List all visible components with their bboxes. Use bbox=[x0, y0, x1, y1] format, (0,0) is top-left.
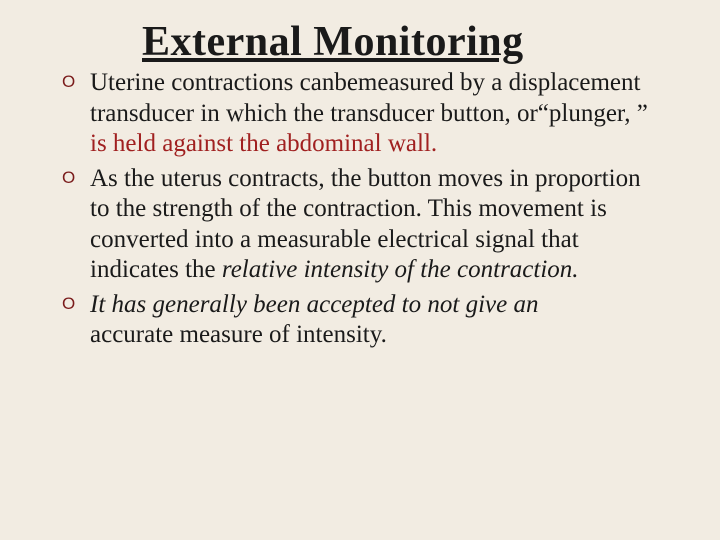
bullet-list: Uterine contractions canbemeasured by a … bbox=[62, 68, 662, 351]
bullet-text: Uterine contractions canbemeasured by a … bbox=[90, 69, 648, 127]
list-item: As the uterus contracts, the button move… bbox=[62, 164, 662, 286]
bullet-text-italic: It has generally been accepted to not gi… bbox=[90, 291, 538, 318]
bullet-text: accurate measure of intensity. bbox=[90, 321, 387, 348]
slide: External Monitoring Uterine contractions… bbox=[0, 0, 720, 540]
bullet-text-red: is held against the abdominal wall. bbox=[90, 130, 437, 157]
list-item: It has generally been accepted to not gi… bbox=[62, 290, 662, 351]
list-item: Uterine contractions canbemeasured by a … bbox=[62, 68, 662, 160]
bullet-text-italic: relative intensity of the contraction. bbox=[222, 256, 579, 283]
slide-title: External Monitoring bbox=[142, 18, 662, 66]
